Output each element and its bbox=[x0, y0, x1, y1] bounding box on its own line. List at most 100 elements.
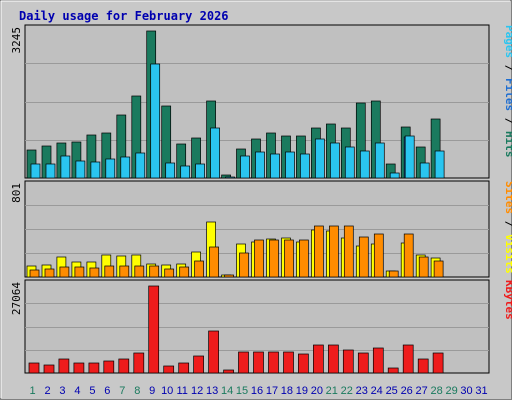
bar-sites-day-3 bbox=[59, 266, 70, 278]
x-tick-label: 16 bbox=[251, 385, 263, 397]
series-legend-labels: Pages / Files / Hits Sites / Visits KBytes bbox=[503, 25, 512, 320]
bar-kbytes-day-2 bbox=[43, 364, 55, 374]
bar-kbytes-day-1 bbox=[28, 362, 40, 374]
bar-kbytes-day-7 bbox=[118, 358, 130, 374]
bar-sites-day-14 bbox=[224, 274, 234, 278]
x-tick-label: 10 bbox=[161, 385, 173, 397]
y-axis-max-label: 801 bbox=[10, 183, 23, 203]
bar-pages-day-2 bbox=[45, 163, 56, 179]
bar-pages-day-26 bbox=[404, 135, 415, 179]
bar-sites-day-19 bbox=[299, 239, 309, 278]
bar-kbytes-day-20 bbox=[313, 344, 324, 374]
x-tick-label: 27 bbox=[415, 385, 427, 397]
bar-sites-day-1 bbox=[29, 269, 40, 278]
bar-sites-day-25 bbox=[388, 270, 399, 278]
bar-sites-day-27 bbox=[418, 256, 429, 278]
bar-pages-day-16 bbox=[255, 151, 265, 179]
bar-kbytes-day-27 bbox=[417, 358, 429, 374]
bar-pages-day-18 bbox=[285, 151, 295, 179]
bar-kbytes-day-15 bbox=[238, 351, 249, 374]
x-tick-label: 19 bbox=[296, 385, 308, 397]
bar-sites-day-16 bbox=[254, 239, 264, 278]
legend-part: Files bbox=[503, 78, 512, 111]
bar-pages-day-5 bbox=[90, 161, 101, 179]
bar-sites-day-20 bbox=[314, 225, 324, 278]
bar-kbytes-day-6 bbox=[103, 360, 115, 374]
panel-3: 27064 bbox=[10, 279, 490, 374]
bar-kbytes-day-13 bbox=[208, 330, 219, 374]
x-tick-label: 1 bbox=[29, 385, 35, 397]
bar-pages-day-21 bbox=[330, 142, 340, 179]
bar-pages-day-27 bbox=[419, 162, 430, 179]
bar-sites-day-4 bbox=[74, 266, 85, 278]
bar-kbytes-day-16 bbox=[253, 351, 264, 374]
x-axis-day-labels: 1 2 3 4 5 6 7 8 9 10 11 12 13 14 15 16 17 18 19 20 21 22 23 24 2… bbox=[29, 385, 487, 397]
x-tick-label: 8 bbox=[134, 385, 140, 397]
bar-kbytes-day-21 bbox=[328, 344, 339, 374]
bar-sites-day-22 bbox=[343, 225, 354, 278]
x-tick-label: 6 bbox=[104, 385, 110, 397]
panel-2: 801 bbox=[10, 180, 490, 278]
x-tick-label: 28 bbox=[430, 385, 442, 397]
bar-pages-day-12 bbox=[195, 163, 205, 179]
x-tick-label: 26 bbox=[401, 385, 413, 397]
bar-pages-day-22 bbox=[344, 146, 355, 179]
bar-pages-day-1 bbox=[30, 163, 41, 179]
x-tick-label: 23 bbox=[356, 385, 368, 397]
legend-part: / bbox=[503, 111, 512, 131]
bar-pages-day-24 bbox=[374, 142, 385, 179]
chart-title: Daily usage for February 2026 bbox=[19, 9, 229, 23]
x-tick-label: 29 bbox=[445, 385, 457, 397]
x-tick-label: 12 bbox=[191, 385, 203, 397]
x-tick-label: 25 bbox=[386, 385, 398, 397]
bar-sites-day-6 bbox=[104, 265, 115, 278]
bar-sites-day-28 bbox=[433, 260, 444, 278]
bar-pages-day-10 bbox=[165, 162, 176, 179]
x-tick-label: 4 bbox=[74, 385, 80, 397]
legend-part: / bbox=[503, 58, 512, 78]
bar-sites-day-18 bbox=[284, 239, 294, 278]
bar-kbytes-day-24 bbox=[372, 347, 384, 374]
bar-kbytes-day-19 bbox=[298, 353, 309, 374]
bar-kbytes-day-17 bbox=[268, 351, 279, 374]
x-tick-label: 15 bbox=[236, 385, 248, 397]
bar-sites-day-26 bbox=[403, 233, 414, 278]
bar-pages-day-8 bbox=[135, 152, 146, 179]
bar-sites-day-9 bbox=[149, 265, 160, 278]
bar-pages-day-14 bbox=[225, 176, 235, 179]
x-tick-label: 24 bbox=[371, 385, 383, 397]
bar-kbytes-day-12 bbox=[193, 355, 204, 374]
x-tick-label: 9 bbox=[149, 385, 155, 397]
bar-pages-day-6 bbox=[105, 158, 116, 179]
bar-sites-day-17 bbox=[269, 239, 279, 278]
bar-sites-day-12 bbox=[194, 260, 204, 278]
bar-pages-day-3 bbox=[60, 155, 71, 179]
bar-kbytes-day-9 bbox=[148, 285, 160, 374]
bar-pages-day-11 bbox=[180, 165, 191, 179]
bar-pages-day-19 bbox=[300, 153, 310, 179]
x-tick-label: 2 bbox=[44, 385, 50, 397]
bar-kbytes-day-4 bbox=[73, 362, 85, 374]
bar-kbytes-day-14 bbox=[223, 369, 234, 374]
bar-pages-day-20 bbox=[315, 138, 325, 179]
legend-part: / bbox=[503, 214, 512, 234]
x-tick-label: 22 bbox=[341, 385, 353, 397]
series-pages bbox=[30, 63, 445, 179]
x-tick-label: 3 bbox=[59, 385, 65, 397]
bar-sites-day-11 bbox=[179, 266, 190, 278]
x-tick-label: 11 bbox=[176, 385, 187, 397]
bar-sites-day-15 bbox=[239, 252, 249, 278]
bar-pages-day-28 bbox=[434, 150, 445, 179]
legend-part: Sites bbox=[503, 181, 512, 214]
chart-panels: 3245 801 27064 bbox=[10, 24, 490, 374]
bar-sites-day-21 bbox=[329, 225, 339, 278]
x-tick-label: 17 bbox=[266, 385, 278, 397]
bar-sites-day-13 bbox=[209, 246, 219, 278]
y-axis-max-label: 3245 bbox=[10, 27, 23, 54]
x-tick-label: 7 bbox=[119, 385, 125, 397]
bar-kbytes-day-26 bbox=[402, 344, 414, 374]
bar-sites-day-8 bbox=[134, 265, 145, 278]
x-tick-label: 14 bbox=[221, 385, 233, 397]
series-sites bbox=[29, 225, 444, 278]
